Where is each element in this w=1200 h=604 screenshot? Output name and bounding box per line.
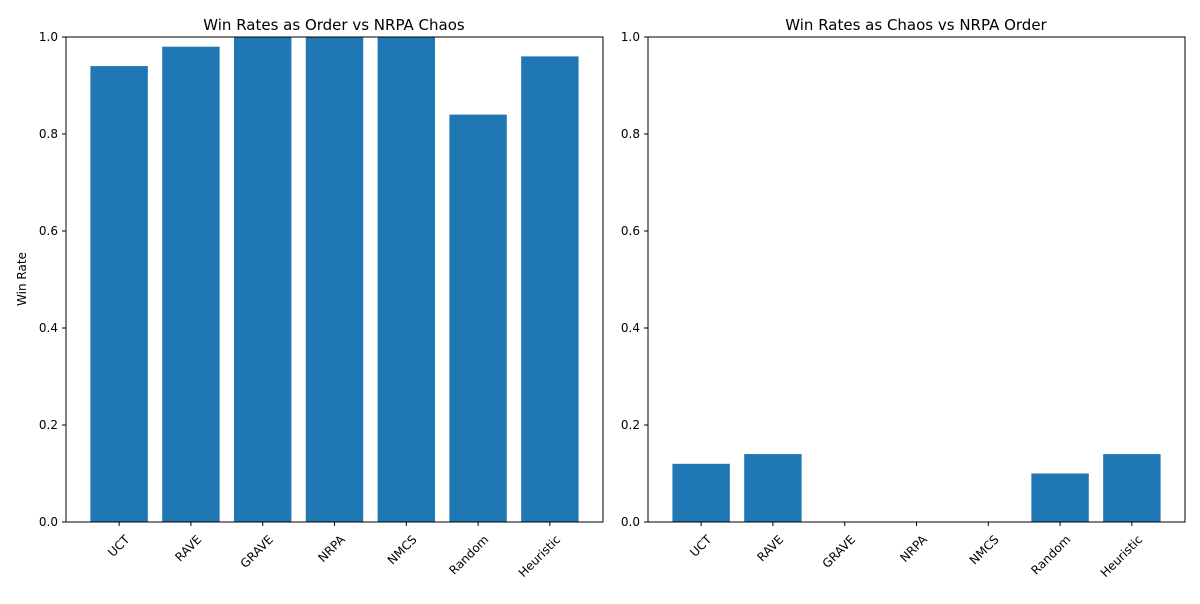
y-tick-label: 0.4 [621, 321, 640, 335]
bar-nmcs [377, 37, 436, 522]
y-axis-ticks: 0.0 0.2 0.4 0.6 0.8 1.0 [621, 30, 648, 529]
y-tick-label: 0.2 [621, 418, 640, 432]
y-tick-label: 0.0 [621, 515, 640, 529]
bar-nrpa [305, 37, 364, 522]
bars [90, 37, 579, 523]
plot-frame [647, 36, 1186, 523]
bar-rave [744, 454, 802, 522]
bar-heuristic [521, 56, 579, 523]
bar-random [1031, 473, 1089, 522]
y-tick-label: 1.0 [39, 30, 58, 44]
y-tick-label: 1.0 [621, 30, 640, 44]
bar-random [449, 114, 507, 522]
y-tick-label: 0.6 [621, 224, 640, 238]
bar-grave [233, 37, 292, 522]
bars [672, 454, 1161, 522]
y-tick-label: 0.4 [39, 321, 58, 335]
chart-title: Win Rates as Order vs NRPA Chaos [203, 16, 465, 34]
y-axis-label: Win Rate [15, 252, 29, 306]
bar-uct [672, 463, 730, 522]
left-chart: Win Rates as Order vs NRPA Chaos Win Rat… [15, 16, 604, 580]
y-tick-label: 0.6 [39, 224, 58, 238]
y-tick-label: 0.8 [621, 127, 640, 141]
y-tick-label: 0.2 [39, 418, 58, 432]
y-tick-label: 0.0 [39, 515, 58, 529]
bar-rave [162, 46, 220, 522]
y-axis-ticks: 0.0 0.2 0.4 0.6 0.8 1.0 [39, 30, 66, 529]
chart-title: Win Rates as Chaos vs NRPA Order [785, 16, 1047, 34]
bar-uct [90, 66, 148, 522]
plot-frame [65, 36, 604, 523]
y-tick-label: 0.8 [39, 127, 58, 141]
bar-heuristic [1103, 454, 1161, 522]
